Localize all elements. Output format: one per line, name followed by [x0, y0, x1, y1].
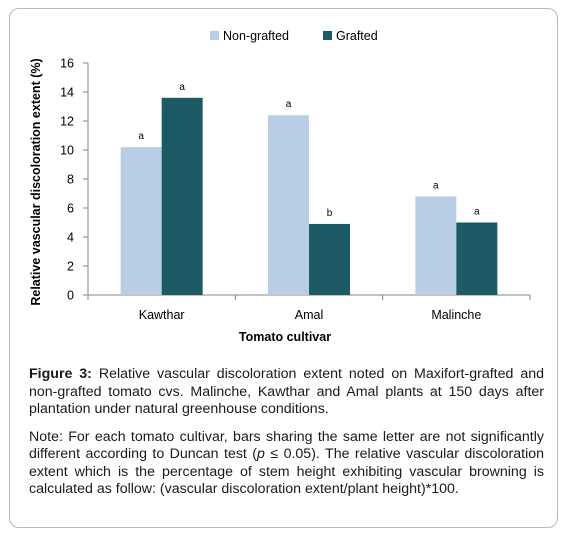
y-tick-label: 8	[67, 173, 74, 187]
x-tick-label: Kawthar	[139, 308, 185, 322]
bar-chart: Non-grafted Grafted 0 2 4 6 8 10 12 14 16 Kawthar A…	[29, 29, 531, 344]
significance-letter: a	[286, 99, 292, 110]
y-tick-label: 12	[60, 115, 74, 129]
y-tick-label: 0	[67, 289, 74, 303]
bar-grafted	[309, 223, 350, 295]
x-tick-label: Malinche	[431, 308, 481, 322]
x-tick-label: Amal	[295, 308, 323, 322]
legend-label: Grafted	[336, 29, 378, 43]
x-axis-title: Tomato cultivar	[239, 330, 331, 344]
note-text-a: Note: For each tomato cultivar, bars sha…	[29, 428, 544, 463]
bar-non-grafted	[415, 196, 457, 295]
chart-bars: a a a a b a	[120, 82, 498, 295]
significance-letter: a	[138, 131, 144, 142]
y-tick-label: 14	[60, 86, 74, 100]
caption-main: Figure 3: Relative vascular discoloratio…	[29, 366, 544, 419]
caption-note: Note: For each tomato cultivar, bars sha…	[29, 429, 544, 499]
figure-frame	[9, 8, 558, 528]
bar-grafted	[456, 222, 498, 295]
legend-swatch	[323, 31, 332, 40]
figure-caption: Figure 3: Relative vascular discoloratio…	[29, 366, 544, 499]
note-p-symbol: p	[257, 446, 265, 462]
bar-non-grafted	[120, 147, 162, 295]
chart-axes: 0 2 4 6 8 10 12 14 16 Kawthar Amal Malinche	[60, 57, 531, 322]
note-text-b: ≤ 0.05). The relative vascular discolora…	[29, 446, 545, 497]
bar-non-grafted	[268, 115, 309, 295]
y-tick-label: 4	[67, 231, 74, 245]
figure-label: Figure 3:	[29, 366, 92, 382]
figure-text: Relative vascular discoloration extent n…	[29, 366, 544, 417]
legend-label: Non-grafted	[223, 29, 289, 43]
y-tick-label: 6	[67, 202, 74, 216]
legend-swatch	[210, 31, 219, 40]
chart-legend: Non-grafted Grafted	[210, 29, 378, 43]
y-axis-title: Relative vascular discoloration extent (…	[29, 58, 43, 305]
y-tick-label: 2	[67, 260, 74, 274]
significance-letter: a	[433, 180, 439, 191]
significance-letter: a	[179, 82, 185, 93]
bar-grafted	[161, 97, 203, 295]
y-tick-label: 10	[60, 144, 74, 158]
significance-letter: b	[327, 208, 333, 219]
significance-letter: a	[474, 207, 480, 218]
y-tick-label: 16	[60, 57, 74, 71]
